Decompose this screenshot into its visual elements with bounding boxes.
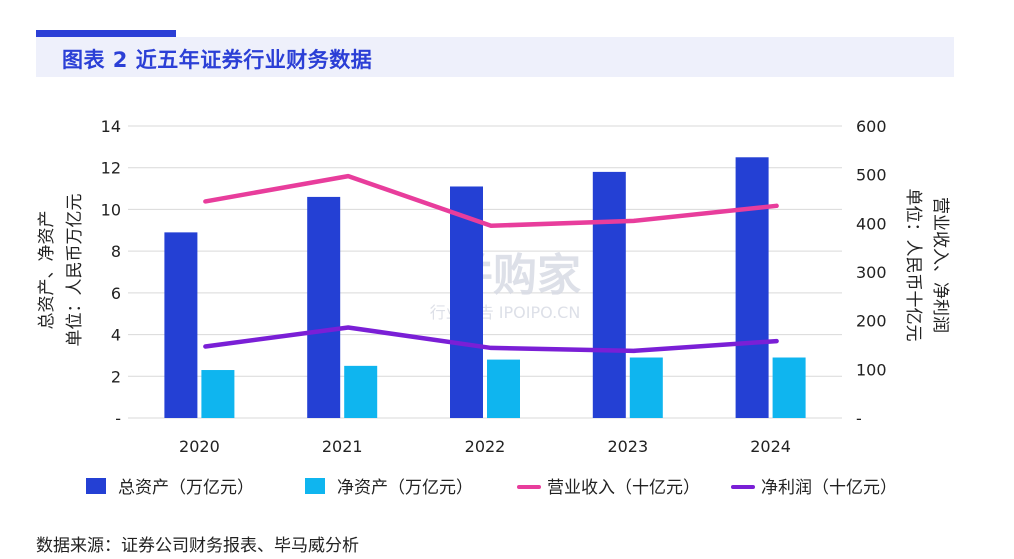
title-accent-bar (36, 30, 176, 37)
chart-title: 图表 2 近五年证券行业财务数据 (62, 48, 373, 72)
right-tick-label: 600 (856, 117, 887, 136)
bar-net-assets (344, 365, 378, 418)
left-tick-label: 2 (111, 367, 121, 386)
left-tick-label: - (115, 409, 121, 428)
bar-net-assets (487, 359, 520, 418)
title-band (36, 37, 954, 77)
bar-total-assets (450, 186, 483, 418)
x-tick-label: 2023 (607, 437, 648, 456)
left-tick-label: 12 (101, 159, 121, 178)
legend-net-profit-label: 净利润（十亿元） (761, 478, 897, 498)
x-tick-label: 2024 (750, 437, 791, 456)
bar-net-assets (201, 370, 235, 418)
bar-total-assets (307, 196, 341, 418)
ticks: - 2 4 6 8 10 12 14 - 100 200 300 400 500 600 2020 2021 20… (101, 117, 887, 456)
line-net-profit (203, 325, 779, 354)
right-tick-label: 100 (856, 360, 887, 379)
bars (164, 157, 806, 419)
x-tick-label: 2021 (322, 437, 363, 456)
right-axis-title-line2: 单位：人民币十亿元 (903, 189, 923, 342)
left-axis-title-line2: 单位：人民币万亿元 (65, 194, 85, 347)
left-tick-label: 14 (101, 117, 121, 136)
legend-net-assets-label: 净资产（万亿元） (337, 478, 473, 498)
bar-net-assets (629, 357, 663, 418)
right-tick-label: 500 (856, 166, 887, 185)
x-tick-label: 2020 (179, 437, 220, 456)
left-tick-label: 8 (111, 242, 121, 261)
bar-total-assets (164, 232, 198, 418)
right-tick-label: - (856, 409, 862, 428)
right-axis-title-line1: 营业收入、净利润 (930, 197, 950, 333)
legend-net-assets-swatch (305, 478, 325, 494)
left-axis-title-line1: 总资产、净资产 (37, 211, 57, 330)
line-revenue (203, 173, 779, 229)
legend-revenue-label: 营业收入（十亿元） (547, 478, 700, 498)
x-tick-label: 2022 (465, 437, 506, 456)
lines (203, 173, 779, 354)
left-tick-label: 10 (101, 200, 121, 219)
bar-total-assets (735, 157, 769, 419)
left-tick-label: 6 (111, 284, 121, 303)
right-tick-label: 400 (856, 214, 887, 233)
bar-total-assets (592, 171, 626, 418)
right-tick-label: 300 (856, 263, 887, 282)
legend-total-assets-label: 总资产（万亿元） (118, 478, 254, 498)
bar-net-assets (772, 357, 806, 418)
grid-lines (128, 125, 842, 419)
left-tick-label: 4 (111, 326, 121, 345)
right-tick-label: 200 (856, 312, 887, 331)
legend-total-assets-swatch (86, 478, 106, 494)
source-note: 数据来源：证券公司财务报表、毕马威分析 (36, 536, 359, 556)
legend: 总资产（万亿元） 净资产（万亿元） 营业收入（十亿元） 净利润（十亿元） (86, 478, 897, 498)
